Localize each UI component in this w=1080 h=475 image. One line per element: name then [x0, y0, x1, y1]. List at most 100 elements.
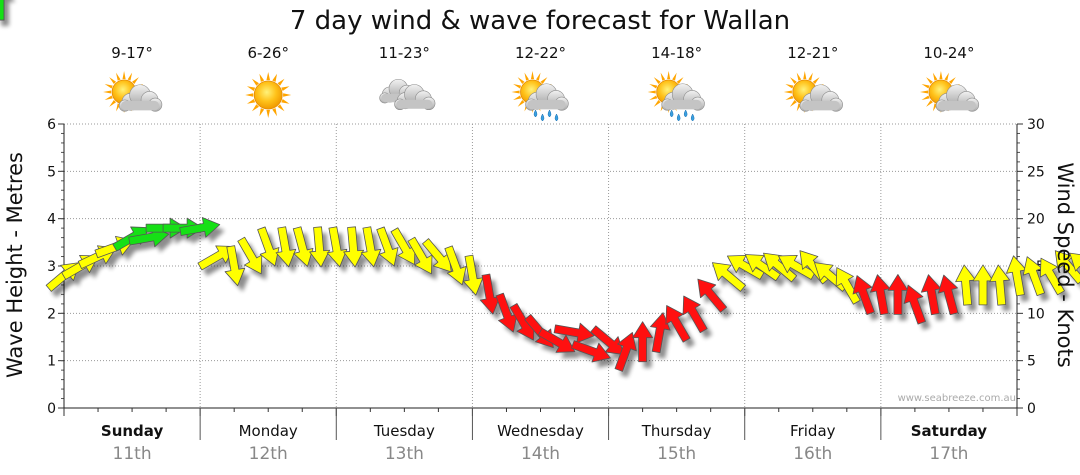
sun-ray	[109, 100, 117, 107]
wind-arrow	[903, 284, 926, 325]
sun-ray	[926, 77, 933, 84]
wind-arrow	[326, 226, 348, 268]
cloud-base	[801, 100, 840, 111]
wind-arrow	[1069, 252, 1080, 283]
sun-ray	[660, 72, 666, 81]
day-temp-range: 10-24°	[923, 44, 974, 62]
sun-ray	[277, 104, 285, 112]
sun-ray	[919, 90, 929, 94]
wind-arrow	[711, 262, 746, 292]
wind-arrow	[614, 332, 637, 372]
cloud-base	[396, 99, 433, 109]
wind-arrow	[887, 273, 909, 315]
sun-ray	[109, 77, 117, 84]
wind-arrow	[989, 264, 1011, 306]
sun-ray	[948, 77, 956, 84]
x-day-date: 17th	[929, 444, 968, 464]
cloud-shape	[799, 84, 843, 112]
x-day-date: 12th	[249, 444, 288, 464]
x-day-date: 11th	[113, 444, 152, 464]
y-right-tick-label: 5	[1027, 354, 1036, 370]
wind-arrow	[0, 0, 5, 21]
day-saturday: 10-24° Saturday 17th	[911, 44, 988, 464]
wind-arrow	[955, 264, 976, 306]
x-day-name: Friday	[790, 422, 836, 440]
sun-ray	[676, 77, 684, 84]
y-axis-left-label: Wave Height - Metres	[3, 152, 27, 378]
wind-arrow	[632, 321, 653, 363]
x-day-date: 14th	[521, 444, 560, 464]
sunny-icon	[245, 72, 292, 118]
wind-arrow	[665, 305, 691, 343]
sun-ray	[530, 71, 535, 80]
cloud-shape	[394, 84, 436, 111]
day-tuesday: 11-23° Tuesday 13th	[373, 44, 436, 464]
sun-ray	[785, 95, 794, 101]
x-day-name: Sunday	[101, 422, 164, 440]
sun-ray	[921, 95, 930, 101]
sun-ray	[122, 71, 126, 80]
rain-icon	[647, 71, 705, 122]
sun-ray	[246, 99, 256, 104]
wind-arrow	[571, 340, 611, 363]
x-day-name: Saturday	[911, 422, 988, 440]
sun-ray	[653, 100, 661, 107]
sun-ray	[796, 72, 802, 81]
sun-ray	[104, 83, 113, 89]
sun-ray	[127, 72, 133, 81]
rain-icon	[511, 71, 569, 122]
wind-arrow	[275, 226, 297, 268]
sun-ray	[266, 109, 271, 118]
day-friday: 12-21° Friday 16th	[783, 44, 843, 464]
rain-drop	[540, 113, 545, 122]
cloud-shape	[935, 84, 980, 112]
wind-arrow	[537, 327, 576, 353]
cloud-shape	[661, 83, 705, 111]
partly-cloudy-icon	[783, 71, 843, 113]
wind-arrow	[697, 278, 728, 313]
chart-title: 7 day wind & wave forecast for Wallan	[290, 6, 790, 36]
sun-ray	[803, 71, 807, 80]
x-day-name: Tuesday	[373, 422, 435, 440]
sun-ray	[812, 77, 820, 84]
y-left-tick-label: 0	[47, 401, 56, 417]
wind-arrow	[292, 226, 314, 267]
y-left-tick-label: 4	[47, 212, 56, 228]
rain-drop	[533, 109, 538, 118]
wind-arrow	[937, 274, 959, 316]
wind-arrow-series	[0, 0, 1080, 372]
watermark-text: www.seabreeze.com.au	[898, 393, 1016, 404]
sun-ray	[513, 83, 522, 89]
sun-ray	[932, 72, 938, 81]
y-left-tick-label: 2	[47, 306, 56, 322]
sun-ray	[281, 99, 290, 104]
sun-ray	[259, 73, 265, 82]
daily-forecast-row: 9-17° Sunday 11th 6-26° Monday 12th 11-23° Tues…	[101, 44, 987, 464]
sun-ray	[926, 100, 933, 107]
sun-ray	[511, 90, 520, 94]
wind-arrow	[309, 226, 331, 268]
wind-arrow	[462, 254, 484, 296]
wind-arrow	[257, 226, 280, 267]
rain-drop	[547, 109, 552, 118]
sun-ray	[245, 93, 254, 97]
rain-drop	[676, 113, 681, 122]
sun-ray	[116, 72, 121, 81]
sun-ray	[517, 77, 525, 84]
sun-ray	[251, 78, 259, 86]
wind-arrow	[224, 245, 246, 287]
partly-cloudy-icon	[919, 71, 980, 113]
wind-arrow	[197, 245, 235, 271]
x-day-date: 13th	[385, 444, 424, 464]
rain-drop	[690, 113, 695, 122]
cloud-base	[527, 99, 566, 110]
day-sunday: 9-17° Sunday 11th	[101, 44, 164, 464]
wind-arrow	[920, 274, 942, 316]
day-wednesday: 12-22° Wednesday 14th	[497, 44, 584, 464]
cloudy-icon	[379, 78, 436, 111]
sun-ray	[649, 83, 658, 89]
partly-cloudy-icon	[103, 71, 163, 113]
day-temp-range: 14-18°	[651, 44, 702, 62]
sun-ray	[808, 72, 813, 81]
rain-drop	[554, 113, 559, 122]
